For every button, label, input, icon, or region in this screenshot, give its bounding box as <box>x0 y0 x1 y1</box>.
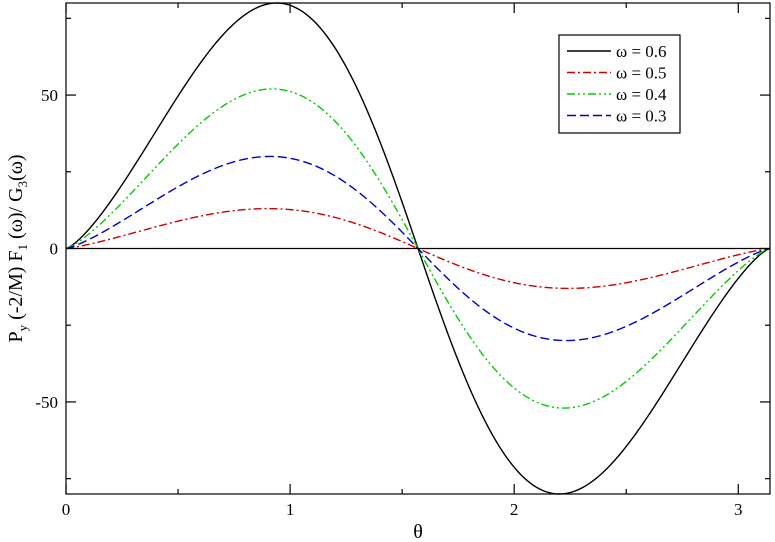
legend-label: ω = 0.3 <box>616 107 667 126</box>
y-label-part: P <box>5 331 27 342</box>
y-label-sub: 1 <box>15 244 30 251</box>
legend-label: ω = 0.5 <box>616 64 667 83</box>
y-axis-label: Py (-2/M) F1 (ω)/ G3(ω) <box>5 154 30 342</box>
axis-tick-labels: 0 1 2 3 -50 0 50 <box>35 86 742 519</box>
x-tick-label: 0 <box>62 500 71 519</box>
y-label-sub: y <box>15 324 30 331</box>
y-label-part: (-2/M) F <box>5 250 27 324</box>
y-tick-label: 0 <box>50 240 59 259</box>
y-tick-label: 50 <box>41 86 58 105</box>
x-axis-label: θ <box>413 521 423 542</box>
x-tick-label: 2 <box>510 500 519 519</box>
y-label-part: (ω) <box>5 154 27 180</box>
legend: ω = 0.6 ω = 0.5 ω = 0.4 ω = 0.3 <box>558 34 681 134</box>
y-label-sub: 3 <box>15 181 30 188</box>
axis-ticks <box>65 3 770 494</box>
y-tick-label: -50 <box>35 393 58 412</box>
x-tick-label: 1 <box>286 500 295 519</box>
x-tick-label: 3 <box>734 500 743 519</box>
y-label-part: (ω)/ G <box>5 187 27 243</box>
legend-label: ω = 0.4 <box>616 85 667 104</box>
legend-box <box>558 34 681 134</box>
legend-label: ω = 0.6 <box>616 42 667 61</box>
